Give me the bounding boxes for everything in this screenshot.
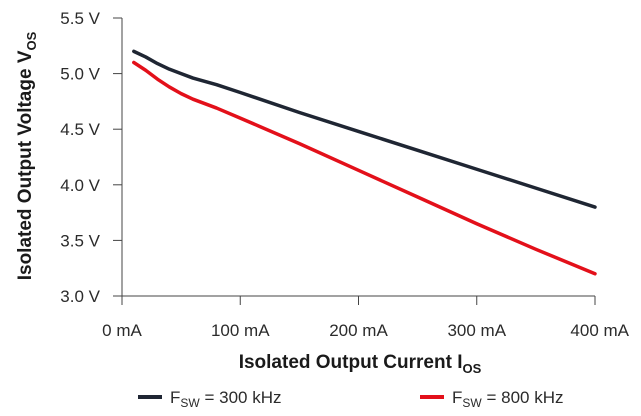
y-tick-label: 3.5 V (60, 231, 100, 250)
legend-item-2: FSW = 800 kHz (420, 388, 563, 410)
x-axis-title: Isolated Output Current IOS (239, 352, 482, 376)
legend-label: FSW = 300 kHz (170, 388, 281, 410)
x-tick-label: 0 mA (102, 321, 142, 340)
x-tick-label: 200 mA (329, 321, 388, 340)
y-axis-ticks: 3.0 V 3.5 V 4.0 V 4.5 V 5.0 V 5.5 V (60, 9, 122, 306)
y-tick-label: 3.0 V (60, 287, 100, 306)
y-tick-label: 4.0 V (60, 176, 100, 195)
y-tick-label: 5.5 V (60, 9, 100, 28)
legend-label: FSW = 800 kHz (452, 388, 563, 410)
x-tick-label: 300 mA (447, 321, 506, 340)
x-axis-ticks: 0 mA 100 mA 200 mA 300 mA 400 mA (102, 296, 630, 340)
x-tick-label: 400 mA (570, 321, 629, 340)
y-axis-title: Isolated Output Voltage VOS (15, 31, 39, 280)
series-layer (132, 49, 597, 276)
x-tick-label: 100 mA (211, 321, 270, 340)
legend: FSW = 300 kHz FSW = 800 kHz (138, 388, 563, 410)
legend-item-1: FSW = 300 kHz (138, 388, 281, 410)
y-tick-label: 4.5 V (60, 120, 100, 139)
series-line-1 (132, 49, 597, 209)
y-tick-label: 5.0 V (60, 65, 100, 84)
series-line-2 (132, 60, 597, 276)
